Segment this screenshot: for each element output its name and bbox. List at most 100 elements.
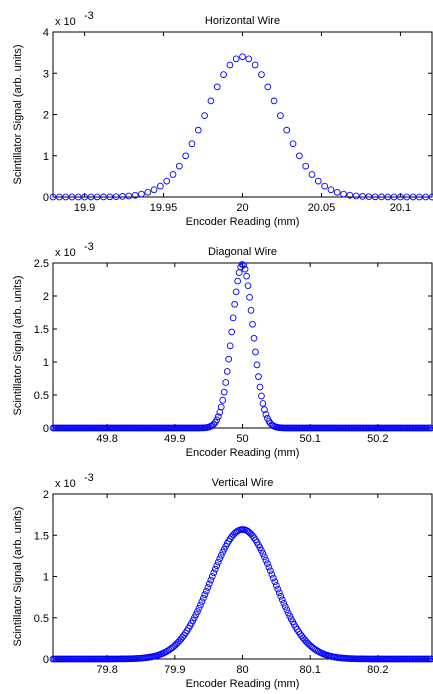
y-tick-label: 1 <box>43 572 49 584</box>
series-points <box>49 53 433 201</box>
y-tick-label: 2 <box>43 489 49 501</box>
data-point <box>258 547 265 554</box>
x-tick-label: 50 <box>236 433 248 445</box>
plot-frame <box>52 262 433 429</box>
data-point <box>74 193 82 201</box>
data-point <box>219 396 227 404</box>
data-point <box>214 413 222 420</box>
y-exponent-power: -3 <box>84 472 94 484</box>
x-tick-label: 80.2 <box>367 664 388 676</box>
y-axis-label: Scintillator Signal (arb. units) <box>12 506 24 646</box>
data-point <box>204 584 212 591</box>
data-point <box>93 193 101 201</box>
data-point <box>272 582 280 589</box>
series-points <box>49 526 433 663</box>
chart-title: Diagonal Wire <box>208 246 277 258</box>
y-exponent-label: x 10 <box>55 478 76 490</box>
data-point <box>422 193 430 201</box>
x-tick-label: 50.1 <box>299 433 320 445</box>
data-point <box>346 191 354 199</box>
data-point <box>378 193 385 201</box>
data-point <box>220 71 227 78</box>
data-point <box>231 300 239 308</box>
data-point <box>250 334 258 342</box>
y-tick-label: 1.5 <box>34 324 49 336</box>
data-point <box>216 555 224 563</box>
data-point <box>284 609 292 617</box>
data-point <box>207 97 215 105</box>
data-point <box>150 186 158 194</box>
chart-0: 19.9 19.95 20 20.05 20.1 0 1 2 3 4 x 10 -3 Horizonta… <box>12 10 433 228</box>
data-point <box>261 406 268 413</box>
data-point <box>251 61 259 69</box>
data-point <box>210 569 218 577</box>
data-point <box>314 177 322 185</box>
x-axis-label: Encoder Reading (mm) <box>186 447 300 459</box>
data-point <box>217 552 225 559</box>
y-exponent-power: -3 <box>84 241 94 253</box>
data-point <box>340 190 347 198</box>
data-point <box>205 580 213 588</box>
y-axis-label: Scintillator Signal (arb. units) <box>12 44 24 184</box>
data-point <box>283 126 291 134</box>
data-point <box>403 193 411 201</box>
data-point <box>49 193 57 201</box>
data-point <box>119 193 126 200</box>
data-point <box>182 152 190 160</box>
data-point <box>144 188 152 196</box>
data-point <box>397 193 404 201</box>
data-point <box>112 193 120 201</box>
data-point <box>265 563 273 571</box>
data-point <box>106 193 114 201</box>
data-point <box>194 608 201 615</box>
data-point <box>213 416 221 424</box>
y-tick-label: 0.5 <box>34 613 49 625</box>
x-tick-label: 20.05 <box>308 202 336 214</box>
data-point <box>258 71 265 78</box>
data-point <box>241 265 249 273</box>
data-point <box>226 342 234 350</box>
data-point <box>428 193 433 201</box>
data-point <box>217 403 225 411</box>
data-point <box>274 585 282 593</box>
data-point <box>247 307 255 314</box>
data-point <box>281 603 289 610</box>
data-point <box>296 152 303 160</box>
x-axis-label: Encoder Reading (mm) <box>186 216 300 228</box>
data-point <box>259 550 267 557</box>
y-exponent-label: x 10 <box>55 16 76 28</box>
y-axis-label: Scintillator Signal (arb. units) <box>12 275 24 415</box>
data-point <box>226 61 234 69</box>
series-points <box>49 261 433 432</box>
data-point <box>409 193 417 201</box>
y-tick-label: 2 <box>43 110 49 122</box>
data-point <box>188 140 196 148</box>
data-point <box>277 112 284 119</box>
data-point <box>213 562 221 569</box>
data-point <box>211 565 219 573</box>
y-exponent-label: x 10 <box>55 247 76 259</box>
data-point <box>371 193 379 201</box>
data-point <box>195 604 203 612</box>
data-point <box>359 193 366 200</box>
data-point <box>239 53 246 61</box>
data-point <box>416 193 423 201</box>
data-point <box>277 592 285 600</box>
data-point <box>278 596 286 604</box>
chart-title: Vertical Wire <box>212 477 274 489</box>
data-point <box>138 190 145 198</box>
y-tick-label: 4 <box>43 27 49 39</box>
data-point <box>246 293 253 301</box>
y-tick-label: 1 <box>43 151 49 163</box>
x-tick-label: 80 <box>236 664 248 676</box>
data-point <box>232 55 240 63</box>
data-point <box>268 571 276 578</box>
data-point <box>198 598 206 606</box>
y-tick-label: 0.5 <box>34 390 49 402</box>
data-point <box>100 193 107 201</box>
data-point <box>264 83 272 91</box>
x-tick-label: 79.9 <box>164 664 185 676</box>
data-point <box>255 373 262 380</box>
data-point <box>208 573 216 580</box>
x-tick-label: 49.8 <box>96 433 117 445</box>
